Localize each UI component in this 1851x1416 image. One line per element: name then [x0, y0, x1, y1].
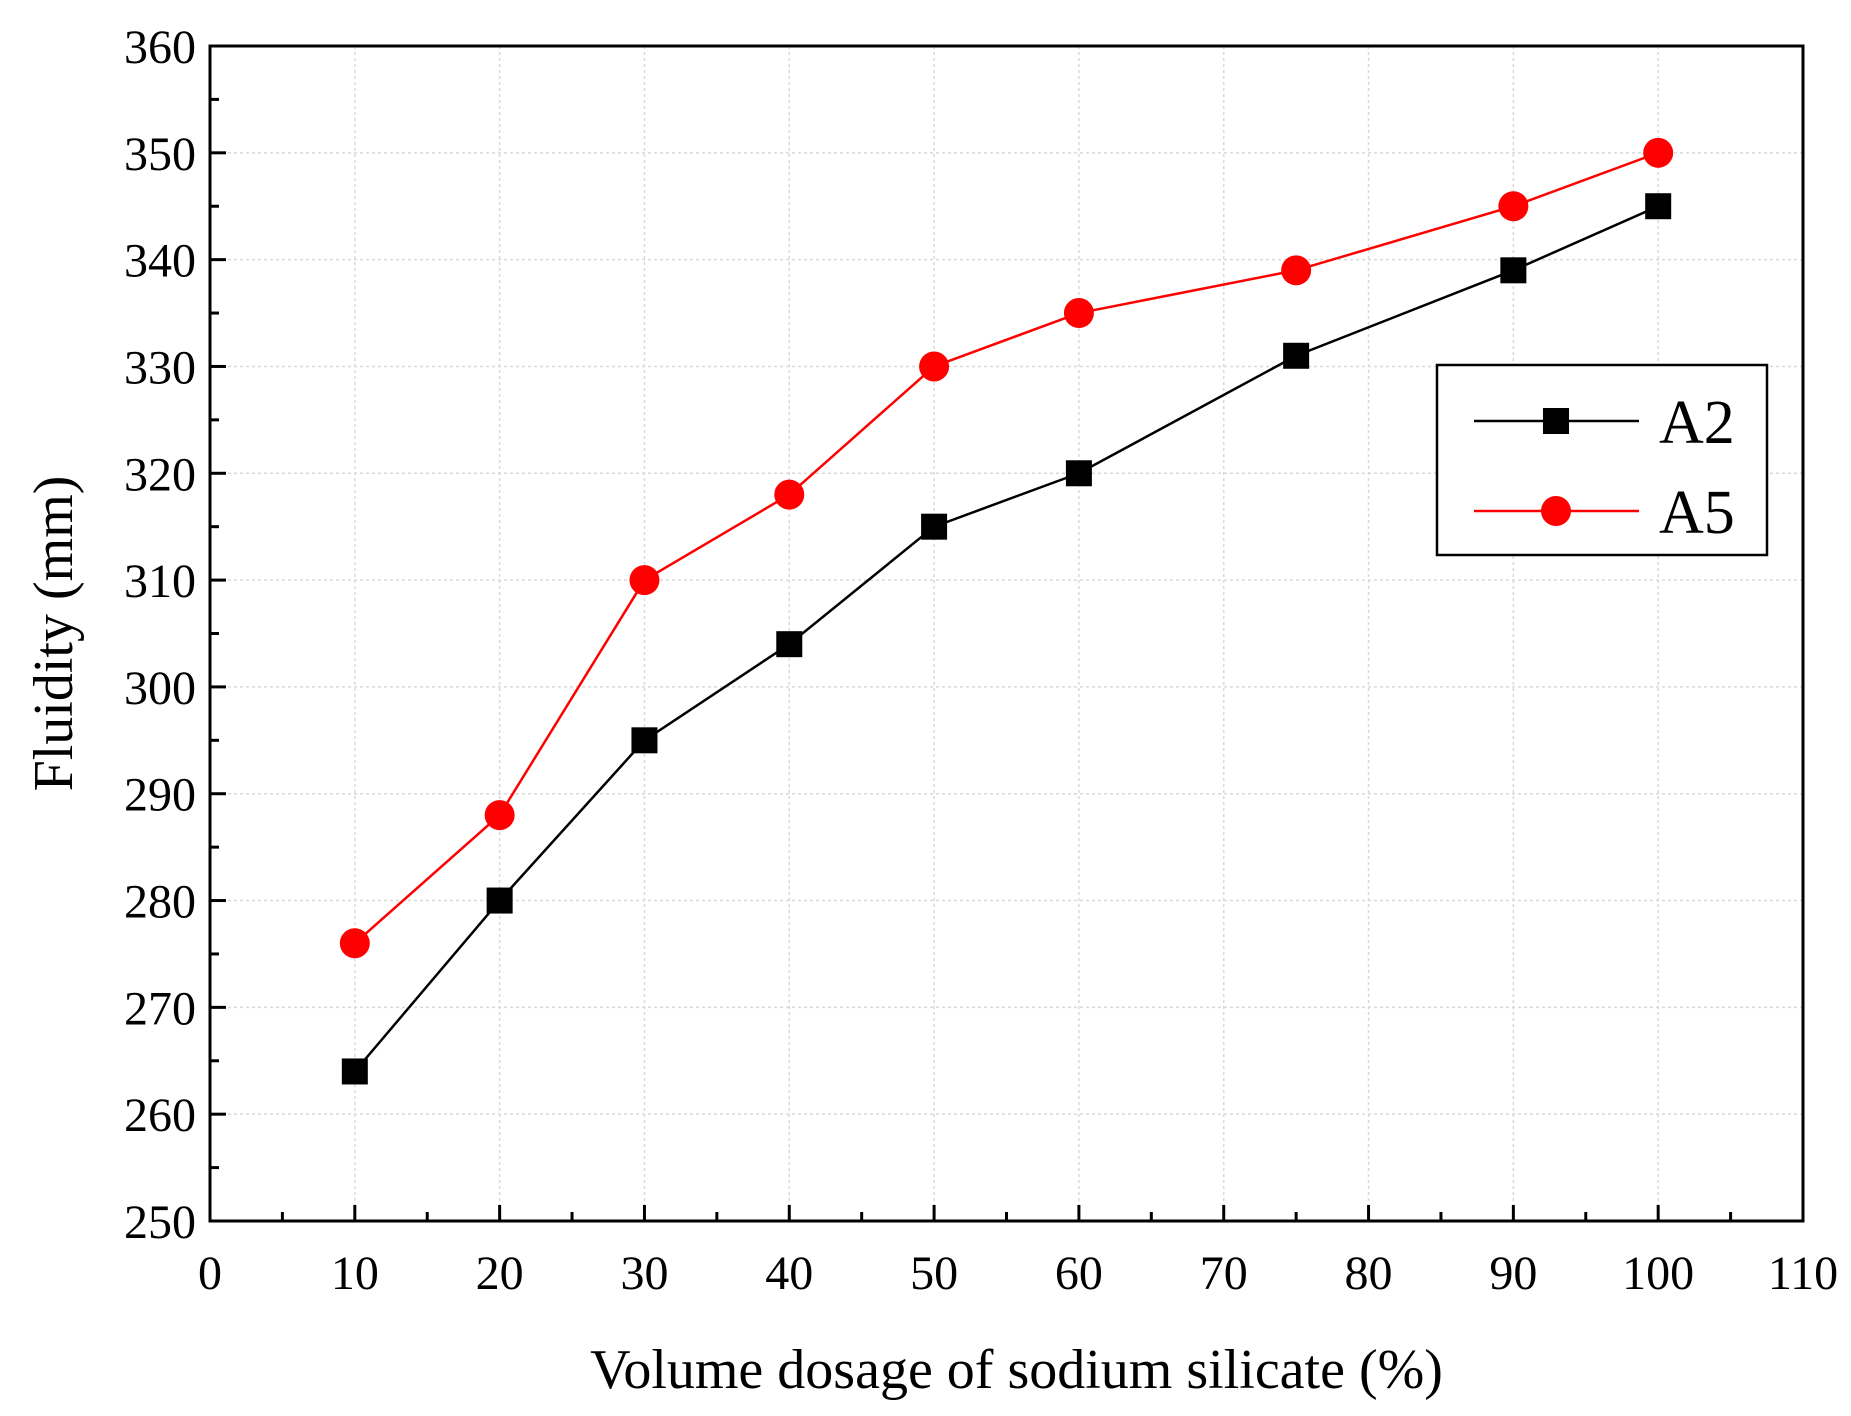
x-tick-label: 40: [765, 1247, 813, 1300]
legend-marker-a5: [1541, 496, 1571, 526]
legend-box: [1435, 363, 1769, 557]
data-point-a5: [339, 928, 370, 959]
x-tick-label: 50: [910, 1247, 958, 1300]
x-tick-label: 110: [1768, 1247, 1838, 1300]
legend-label-a2: A2: [1659, 389, 1735, 457]
grid: [210, 46, 1803, 1221]
data-point-a2: [341, 1058, 368, 1085]
x-tick-label: 0: [198, 1247, 222, 1300]
y-tick-label: 290: [124, 769, 196, 822]
data-point-a5: [629, 565, 660, 596]
series-line-a2: [353, 205, 1659, 1073]
data-point-a2: [1645, 193, 1672, 220]
data-point-a2: [1500, 257, 1527, 284]
data-point-a5: [1063, 298, 1094, 329]
legend-item-a2: A2: [1474, 389, 1735, 457]
data-point-a2: [776, 631, 803, 658]
data-point-a5: [1498, 191, 1529, 222]
axis-tick-labels: 0 10 20 30 40 50 60 70 80 90 100 110 250 260 270 280 290…: [124, 21, 1838, 1300]
plot-area-frame: [208, 44, 1805, 1223]
x-tick-label: 70: [1200, 1247, 1248, 1300]
x-tick-label: 80: [1345, 1247, 1393, 1300]
x-tick-label: 90: [1489, 1247, 1537, 1300]
series-markers: [339, 137, 1674, 1085]
x-tick-label: 20: [476, 1247, 524, 1300]
y-axis-title: Fluidity (mm): [23, 476, 85, 792]
y-tick-label: 350: [124, 128, 196, 181]
data-point-a2: [921, 513, 948, 540]
y-tick-label: 300: [124, 662, 196, 715]
x-tick-label: 100: [1622, 1247, 1694, 1300]
data-point-a5: [484, 800, 515, 831]
legend-marker-a2: [1543, 408, 1569, 434]
data-point-a2: [1065, 460, 1092, 487]
y-tick-label: 340: [124, 235, 196, 288]
data-point-a5: [1643, 137, 1674, 168]
data-point-a2: [486, 887, 513, 914]
data-point-a5: [774, 479, 805, 510]
x-tick-label: 10: [331, 1247, 379, 1300]
axis-ticks: [208, 44, 1805, 1223]
x-axis-title: Volume dosage of sodium silicate (%): [590, 1339, 1443, 1401]
legend-item-a5: A5: [1474, 479, 1735, 547]
data-point-a2: [631, 727, 658, 754]
x-tick-label: 30: [620, 1247, 668, 1300]
data-point-a2: [1283, 342, 1310, 369]
y-tick-label: 330: [124, 341, 196, 394]
series-lines: [353, 151, 1659, 1073]
y-tick-label: 270: [124, 982, 196, 1035]
y-tick-label: 260: [124, 1089, 196, 1142]
legend-label-a5: A5: [1659, 479, 1735, 547]
y-tick-label: 280: [124, 876, 196, 929]
data-point-a5: [1281, 255, 1312, 286]
y-tick-label: 360: [124, 21, 196, 74]
y-tick-label: 310: [124, 555, 196, 608]
data-point-a5: [919, 351, 950, 382]
y-tick-label: 320: [124, 448, 196, 501]
x-tick-label: 60: [1055, 1247, 1103, 1300]
y-tick-label: 250: [124, 1196, 196, 1249]
